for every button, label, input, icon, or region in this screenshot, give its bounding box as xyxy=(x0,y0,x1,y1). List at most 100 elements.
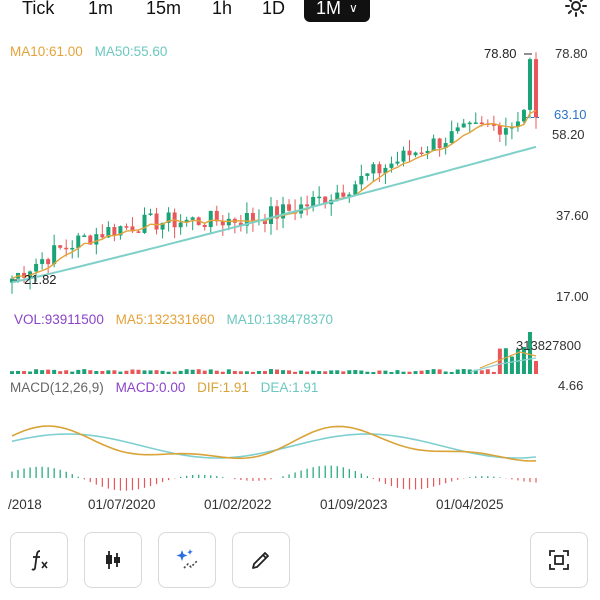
price-axis-label-3: 37.60 xyxy=(556,208,589,223)
volume-bar xyxy=(491,371,496,374)
volume-bar xyxy=(287,370,292,374)
ma10-line xyxy=(11,109,537,280)
price-axis-label-2: 58.20 xyxy=(552,127,585,142)
volume-bar xyxy=(341,371,346,374)
volume-bar xyxy=(467,369,472,374)
tab-1M-dropdown[interactable]: 1M ∨ xyxy=(304,0,370,22)
fullscreen-button[interactable] xyxy=(530,532,588,588)
candle-body xyxy=(419,152,424,155)
volume-bar xyxy=(238,371,243,374)
volume-bar xyxy=(479,370,484,374)
volume-bar xyxy=(311,370,316,374)
tab-1m[interactable]: 1m xyxy=(88,0,114,18)
volume-bar xyxy=(485,369,490,374)
stock-chart[interactable]: MA10:61.00 MA50:55.60 78.80 58.20 37.60 … xyxy=(0,38,600,518)
candle-body xyxy=(250,213,255,221)
volume-bar xyxy=(160,370,165,374)
candle-body xyxy=(148,213,153,215)
volume-legend-ma5: MA5:132331660 xyxy=(115,312,215,327)
candle-body xyxy=(317,196,322,199)
volume-bar xyxy=(22,371,27,374)
macd-legend-dif: DIF:1.91 xyxy=(197,380,249,395)
volume-bar xyxy=(371,371,376,374)
volume-bar xyxy=(437,369,442,374)
candle-body xyxy=(40,259,45,264)
tab-1h[interactable]: 1h xyxy=(212,0,233,18)
candle-body xyxy=(154,213,159,230)
candle-body xyxy=(515,121,520,127)
volume-bar xyxy=(58,371,63,374)
volume-bar xyxy=(190,369,195,374)
volume-bar xyxy=(244,371,249,374)
volume-bar xyxy=(407,371,412,374)
volume-bar xyxy=(136,369,141,374)
volume-bar xyxy=(359,370,364,374)
volume-bar xyxy=(250,371,255,374)
tab-tick[interactable]: Tick xyxy=(22,0,55,18)
indicator-button[interactable] xyxy=(10,532,68,588)
candle-body xyxy=(479,122,484,124)
tab-1M-label: 1M xyxy=(316,0,342,18)
volume-bar xyxy=(383,370,388,374)
chart-type-button[interactable] xyxy=(84,532,142,588)
volume-bar xyxy=(166,371,171,374)
volume-bar xyxy=(202,370,207,374)
candle-body xyxy=(118,226,123,236)
ma10-legend: MA10:61.00 xyxy=(10,44,83,59)
volume-bar xyxy=(293,371,298,374)
volume-bar xyxy=(329,370,334,374)
volume-bar xyxy=(34,369,39,374)
candle-body xyxy=(347,194,352,197)
macd-legend-name: MACD(12,26,9) xyxy=(10,380,104,395)
candle-body xyxy=(455,127,460,132)
volume-bar xyxy=(262,370,267,374)
candle-body xyxy=(534,59,538,118)
candle-body xyxy=(491,124,496,126)
tab-15m[interactable]: 15m xyxy=(146,0,182,18)
volume-bar xyxy=(16,370,21,374)
volume-bar xyxy=(275,369,280,374)
smart-draw-button[interactable] xyxy=(158,532,216,588)
volume-bar xyxy=(94,370,99,374)
volume-bar xyxy=(305,371,310,374)
volume-legend-vol: VOL:93911500 xyxy=(14,312,104,327)
candle-body xyxy=(46,259,51,265)
volume-bar xyxy=(112,370,117,374)
candle-body xyxy=(437,138,442,149)
candle-body xyxy=(503,128,508,135)
volume-bar xyxy=(178,370,183,374)
volume-ma5-line xyxy=(479,351,537,369)
price-ma-legend: MA10:61.00 MA50:55.60 xyxy=(10,44,175,59)
volume-bar xyxy=(449,371,454,374)
low-price-marker: 21.82 xyxy=(24,272,57,287)
gear-icon[interactable] xyxy=(564,0,588,18)
candle-body xyxy=(497,125,502,135)
candle-body xyxy=(178,222,183,228)
volume-bar xyxy=(64,370,69,374)
fullscreen-icon xyxy=(549,550,569,570)
candle-body xyxy=(88,235,93,245)
chart-canvas xyxy=(10,52,540,491)
macd-legend: MACD(12,26,9) MACD:0.00 DIF:1.91 DEA:1.9… xyxy=(10,380,326,395)
dif-line xyxy=(11,425,537,462)
volume-bar xyxy=(154,370,159,374)
volume-ma10-line xyxy=(469,357,537,373)
volume-bar xyxy=(347,370,352,374)
candle-body xyxy=(341,192,346,197)
candle-body xyxy=(166,212,171,223)
tab-1d[interactable]: 1D xyxy=(262,0,286,18)
volume-bar xyxy=(148,370,153,374)
volume-bar xyxy=(214,370,219,374)
volume-bar xyxy=(317,371,322,374)
draw-tool-button[interactable] xyxy=(232,532,290,588)
volume-bar xyxy=(281,370,286,374)
candle-body xyxy=(202,224,207,228)
candle-body xyxy=(112,227,117,236)
volume-bar xyxy=(184,369,189,374)
candle-body xyxy=(389,163,394,168)
candle-body xyxy=(124,226,129,228)
ma50-legend: MA50:55.60 xyxy=(94,44,168,59)
volume-bar xyxy=(226,369,231,374)
candle-body xyxy=(58,245,63,248)
volume-bar xyxy=(40,370,45,374)
